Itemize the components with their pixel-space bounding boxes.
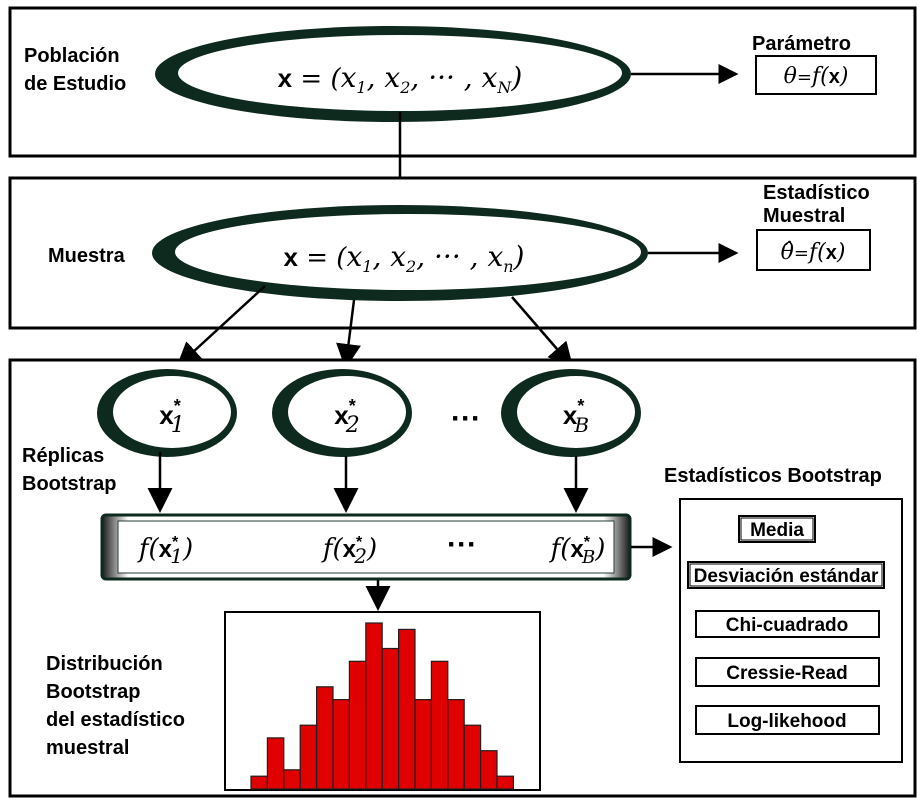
stat-media: Media bbox=[738, 515, 816, 543]
f-replicas-bar bbox=[100, 513, 632, 581]
stat-cressie-read: Cressie-Read bbox=[695, 657, 880, 687]
sample-vector-formula: x = (x1, x2, ··· , xn) bbox=[284, 240, 525, 276]
f-replica-2: f(x* 2) bbox=[321, 534, 377, 568]
theta-box: θ=f(x) bbox=[755, 55, 877, 95]
histogram-bar bbox=[480, 750, 498, 790]
histogram-bar bbox=[496, 775, 514, 790]
svg-text:Chi-cuadrado: Chi-cuadrado bbox=[726, 615, 848, 636]
stat-log-likehood: Log-likehood bbox=[695, 705, 880, 735]
arrow-sample-to-replica-2 bbox=[336, 299, 361, 369]
histogram-bar bbox=[414, 698, 432, 790]
svg-text:Media: Media bbox=[750, 520, 804, 541]
histogram-bar bbox=[266, 737, 285, 790]
replica-B-ellipse bbox=[501, 369, 641, 457]
svg-text:θ̂=f(x): θ̂=f(x) bbox=[781, 240, 846, 265]
histogram-bar bbox=[365, 622, 383, 790]
histogram-bar bbox=[447, 698, 465, 790]
histogram-bar bbox=[250, 775, 268, 790]
statistic-label-line2: Muestral bbox=[763, 205, 845, 227]
arrow-sample-to-replica-B bbox=[511, 296, 574, 368]
histogram-bar bbox=[316, 686, 334, 790]
svg-text:Log-likehood: Log-likehood bbox=[727, 711, 846, 732]
sample-label: Muestra bbox=[48, 245, 126, 267]
replicas-label-line1: Réplicas bbox=[22, 445, 104, 467]
parameter-label: Parámetro bbox=[752, 33, 851, 55]
stat-desviacion-estandar: Desviación estándar bbox=[687, 561, 885, 589]
replica-ellipsis: ··· bbox=[451, 402, 481, 435]
svg-text:Cressie-Read: Cressie-Read bbox=[726, 663, 847, 684]
population-ellipse bbox=[155, 26, 631, 122]
histogram-bar bbox=[463, 724, 482, 790]
f-replica-ellipsis: ··· bbox=[447, 528, 477, 561]
f-replica-1: f(x* 1) bbox=[137, 534, 193, 568]
distribution-label-line4: muestral bbox=[46, 737, 129, 759]
svg-text:θ=f(x): θ=f(x) bbox=[784, 64, 849, 89]
replica-1-ellipse bbox=[97, 369, 237, 457]
sample-ellipse bbox=[152, 205, 648, 301]
histogram-bar bbox=[332, 698, 350, 790]
replica-B-label: x* B bbox=[563, 396, 589, 437]
histogram-bar bbox=[299, 724, 318, 790]
statistic-label-line1: Estadístico bbox=[763, 182, 870, 204]
replica-2-label: x* 2 bbox=[334, 396, 359, 438]
replica-2-ellipse bbox=[272, 369, 412, 457]
stat-chi-cuadrado: Chi-cuadrado bbox=[695, 610, 880, 638]
histogram-bar bbox=[381, 647, 400, 790]
replicas-label-line2: Bootstrap bbox=[22, 473, 116, 495]
population-label-line1: Población bbox=[24, 45, 120, 67]
distribution-label-line1: Distribución bbox=[46, 653, 163, 675]
histogram-bar bbox=[348, 660, 367, 790]
distribution-label-line3: del estadístico bbox=[46, 709, 185, 731]
arrow-sample-to-replica-1 bbox=[176, 285, 266, 368]
theta-hat-box: θ̂=f(x) bbox=[756, 229, 871, 271]
bootstrap-stats-title: Estadísticos Bootstrap bbox=[664, 465, 882, 487]
histogram-bar bbox=[398, 628, 416, 790]
distribution-label-line2: Bootstrap bbox=[46, 681, 140, 703]
population-vector-formula: x = (x1, x2, ··· , xN) bbox=[278, 61, 523, 97]
f-replica-B: f(x* B) bbox=[549, 534, 606, 568]
svg-text:Desviación estándar: Desviación estándar bbox=[694, 566, 879, 587]
histogram-bars bbox=[250, 622, 514, 790]
histogram-bar bbox=[283, 769, 301, 790]
population-label-line2: de Estudio bbox=[24, 73, 126, 95]
histogram-bar bbox=[430, 660, 449, 790]
replica-1-label: x* 1 bbox=[159, 396, 184, 438]
